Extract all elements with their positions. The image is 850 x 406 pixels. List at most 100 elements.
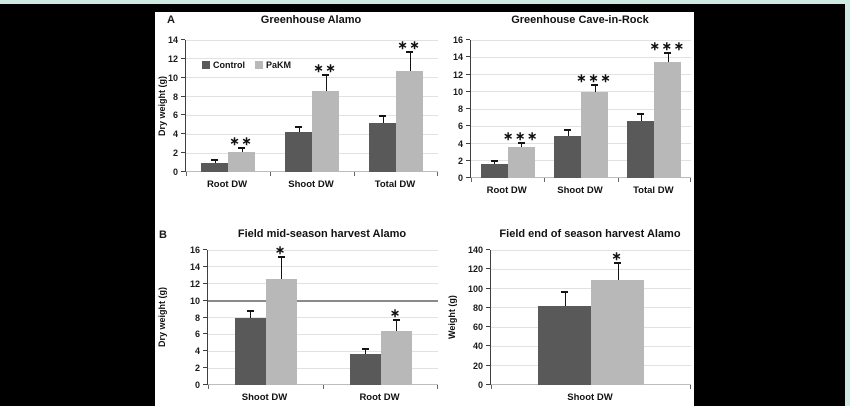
- y-tick-mark: [466, 90, 470, 92]
- y-tick-label: 0: [477, 380, 483, 390]
- significance-label: ∗∗∗: [649, 38, 686, 53]
- y-tick-label: 14: [452, 52, 463, 63]
- x-axis-tick: [471, 178, 472, 182]
- y-tick-mark: [486, 306, 490, 308]
- y-tick-label: 10: [189, 295, 200, 306]
- error-bar-line: [564, 293, 566, 306]
- y-tick-mark: [486, 345, 490, 347]
- y-tick-mark: [203, 350, 207, 352]
- legend-label: PaKM: [266, 60, 292, 70]
- y-tick-mark: [181, 76, 185, 78]
- error-bar-cap: [392, 318, 400, 321]
- bar-pakm: [396, 71, 423, 172]
- gridline: [186, 77, 438, 79]
- bar-control: [538, 305, 591, 385]
- y-tick-mark: [181, 133, 185, 135]
- x-axis-tick: [617, 178, 619, 182]
- y-tick-label: 100: [467, 283, 483, 294]
- x-category-label: Shoot DW: [241, 392, 288, 403]
- y-tick-mark: [466, 73, 470, 75]
- error-bar-cap: [591, 83, 598, 86]
- panel-label-b: B: [159, 229, 167, 241]
- bar-pakm: [228, 152, 255, 172]
- accent-strip-right: [845, 0, 850, 406]
- y-tick-mark: [486, 287, 490, 289]
- y-tick-mark: [486, 364, 490, 366]
- error-bar-line: [409, 53, 411, 72]
- y-tick-mark: [203, 384, 207, 385]
- y-tick-label: 2: [194, 363, 200, 374]
- legend-label: Control: [213, 60, 245, 70]
- error-bar-cap: [664, 51, 672, 54]
- error-bar-line: [640, 115, 642, 122]
- significance-label: ∗∗: [313, 60, 338, 75]
- gridline: [471, 56, 691, 58]
- y-tick-label: 12: [167, 53, 178, 64]
- x-axis-tick: [270, 172, 271, 176]
- y-tick-mark: [203, 367, 207, 369]
- gridline: [471, 74, 691, 75]
- y-tick-mark: [203, 333, 207, 335]
- x-category-label: Shoot DW: [567, 392, 613, 403]
- y-tick-label: 6: [172, 110, 178, 121]
- significance-label: ∗: [611, 248, 624, 263]
- error-bar-cap: [379, 115, 386, 118]
- bar-control: [554, 135, 581, 178]
- gridline: [208, 299, 438, 302]
- significance-label: ∗∗: [229, 134, 254, 149]
- error-bar-line: [667, 53, 669, 62]
- x-category-label: Root DW: [486, 185, 527, 196]
- x-axis-tick: [491, 385, 492, 389]
- y-tick-mark: [181, 171, 185, 172]
- bar-pakm: [507, 146, 535, 178]
- x-category-label: Root DW: [359, 392, 400, 403]
- chart-greenhouse-alamo: Greenhouse Alamo Dry weight (g) ∗∗ ∗∗ ∗∗ Cont…: [155, 12, 445, 217]
- bar-pakm: [312, 90, 339, 172]
- error-bar-cap: [406, 51, 413, 54]
- error-bar-line: [325, 75, 327, 91]
- y-tick-label: 14: [167, 35, 178, 45]
- error-bar-cap: [490, 160, 498, 163]
- chart-greenhouse-cave-in-rock: Greenhouse Cave-in-Rock ∗∗∗ ∗∗∗ ∗∗∗ 0 2 4 6 8 10 1…: [445, 12, 694, 217]
- gridline: [208, 283, 438, 285]
- y-tick-label: 6: [457, 121, 463, 132]
- x-axis-tick: [437, 385, 438, 389]
- gridline: [186, 58, 438, 60]
- y-tick-mark: [466, 125, 470, 127]
- figure-panel: A B Greenhouse Alamo Dry weight (g) ∗∗ ∗∗ ∗∗…: [155, 12, 694, 406]
- error-bar-cap: [361, 347, 369, 350]
- error-bar-cap: [295, 125, 302, 128]
- y-tick-label: 20: [472, 360, 483, 371]
- bar-control: [627, 121, 655, 178]
- x-category-label: Root DW: [206, 179, 248, 190]
- y-tick-label: 2: [457, 155, 463, 166]
- y-tick-label: 16: [452, 35, 463, 45]
- y-tick-mark: [466, 108, 470, 109]
- y-tick-mark: [466, 142, 470, 144]
- y-tick-mark: [486, 384, 490, 385]
- x-axis-tick: [690, 385, 691, 389]
- gridline: [208, 333, 438, 335]
- bar-pakm: [654, 61, 682, 178]
- y-tick-mark: [466, 56, 470, 58]
- gridline: [471, 39, 691, 41]
- plot-area: ∗∗∗ ∗∗∗ ∗∗∗: [466, 38, 691, 182]
- legend-item: PaKM: [255, 60, 291, 70]
- y-tick-label: 4: [457, 138, 463, 149]
- legend-swatch: [202, 61, 210, 69]
- accent-strip-top: [0, 0, 850, 4]
- error-bar-cap: [322, 73, 329, 76]
- y-tick-label: 4: [194, 346, 200, 357]
- y-tick-label: 10: [452, 86, 463, 97]
- y-tick-label: 0: [457, 173, 463, 183]
- error-bar-line: [250, 311, 251, 319]
- bar-control: [349, 353, 381, 385]
- bar-pakm: [591, 279, 644, 385]
- significance-label: ∗∗∗: [576, 70, 613, 85]
- gridline: [491, 268, 691, 270]
- significance-label: ∗: [389, 305, 403, 320]
- bar-control: [285, 132, 312, 172]
- x-category-label: Total DW: [633, 185, 674, 196]
- gridline: [491, 249, 691, 251]
